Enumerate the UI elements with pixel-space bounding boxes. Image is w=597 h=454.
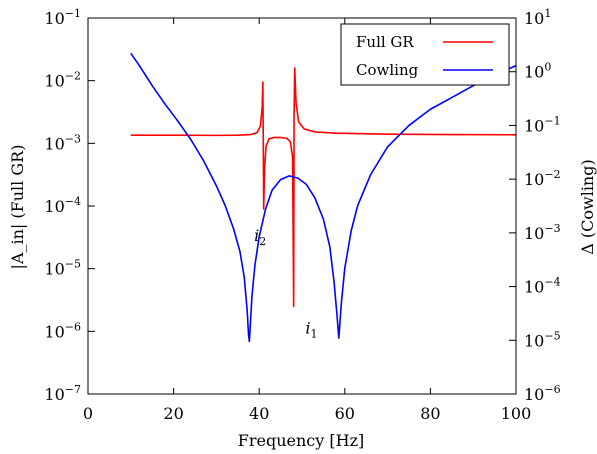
legend: Full GR Cowling	[340, 23, 510, 86]
y-axis-label-left: |A_in| (Full GR)	[8, 145, 27, 270]
x-tick-label: 100	[501, 404, 532, 423]
y-tick-label-right: 10−3	[524, 222, 561, 243]
y-tick-label-left: 10−3	[44, 132, 81, 153]
legend-label-1: Cowling	[356, 61, 419, 79]
y-tick-label-right: 10−4	[524, 276, 561, 297]
annotation-i2: i2	[254, 226, 266, 248]
y-tick-label-left: 10−2	[44, 70, 81, 91]
x-tick-label: 40	[249, 404, 269, 423]
legend-box	[340, 23, 510, 86]
y-axis-label-right: Δ (Cowling)	[578, 159, 597, 254]
y-tick-label-right: 10−1	[524, 114, 561, 135]
series-line-1	[130, 52, 516, 343]
y-tick-label-left: 10−4	[44, 195, 81, 216]
x-axis-label: Frequency [Hz]	[238, 431, 365, 450]
axis-labels: Frequency [Hz] |A_in| (Full GR) Δ (Cowli…	[8, 145, 597, 450]
x-tick-label: 20	[163, 404, 183, 423]
y-tick-label-right: 10−5	[524, 329, 561, 350]
x-tick-label: 0	[83, 404, 93, 423]
y-tick-label-left: 10−6	[44, 320, 81, 341]
y-tick-label-right: 100	[524, 61, 551, 82]
y-tick-label-left: 10−1	[44, 7, 81, 28]
axes: 0 20 40 60 80 100 10−7 10−6 10−5 10−4 10−3 10−2 10−1…	[44, 7, 560, 423]
y-tick-label-right: 10−2	[524, 168, 561, 189]
x-tick-label: 60	[335, 404, 355, 423]
y-tick-label-right: 10−6	[524, 383, 561, 404]
x-tick-label: 80	[420, 404, 440, 423]
y-tick-label-left: 10−5	[44, 258, 81, 279]
legend-label-0: Full GR	[356, 33, 414, 51]
plot-area: i2 i1	[130, 52, 516, 343]
series-line-0	[130, 67, 516, 308]
annotation-i1: i1	[305, 319, 317, 341]
y-tick-label-left: 10−7	[44, 383, 81, 404]
y-tick-label-right: 101	[524, 7, 551, 28]
